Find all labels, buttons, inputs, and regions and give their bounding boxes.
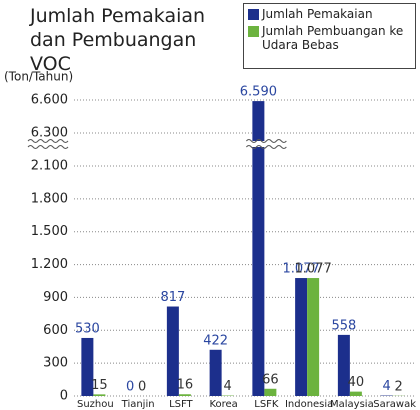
value-label: 817 xyxy=(160,290,185,305)
axis-break-gap xyxy=(246,141,279,147)
legend-label: Jumlah Pembuangan ke Udara Bebas xyxy=(262,24,404,52)
axis-break-gap xyxy=(28,141,66,147)
legend-swatch xyxy=(248,26,259,37)
bar xyxy=(93,394,106,396)
legend-item: Jumlah Pembuangan ke Udara Bebas xyxy=(248,24,411,52)
x-tick-label: LSFT xyxy=(169,399,193,410)
bar xyxy=(81,337,94,396)
x-tick-label: Malaysia xyxy=(330,399,374,410)
bar xyxy=(178,394,191,396)
axis-break xyxy=(245,139,287,143)
bar xyxy=(295,278,308,396)
value-label: 4 xyxy=(382,379,390,394)
legend: Jumlah Pemakaian Jumlah Pembuangan ke Ud… xyxy=(243,3,416,69)
value-label: 0 xyxy=(126,380,134,395)
x-tick-label: LSFK xyxy=(254,399,279,410)
x-tick-label: Suzhou xyxy=(77,399,114,410)
y-tick-label: 6.300 xyxy=(31,126,68,141)
y-axis-label: (Ton/Tahun) xyxy=(4,70,73,84)
value-label: 15 xyxy=(91,378,108,393)
value-label: 6.590 xyxy=(240,85,277,100)
bar xyxy=(349,391,362,396)
value-label: 422 xyxy=(203,333,228,348)
y-tick-label: 0 xyxy=(60,389,68,404)
y-tick-label: 300 xyxy=(43,356,68,371)
axis-break xyxy=(245,145,287,149)
value-label: 558 xyxy=(331,318,356,333)
bar xyxy=(337,334,350,396)
x-tick-label: Sarawak xyxy=(373,399,416,410)
value-label: 40 xyxy=(348,375,365,390)
y-tick-label: 1.500 xyxy=(31,224,68,239)
bar xyxy=(209,349,222,396)
value-label: 0 xyxy=(138,380,146,395)
y-tick-label: 1.200 xyxy=(31,257,68,272)
bar xyxy=(252,101,265,396)
value-label: 530 xyxy=(75,321,100,336)
value-label: 2 xyxy=(394,379,402,394)
legend-label: Jumlah Pemakaian xyxy=(262,7,373,21)
chart-title: Jumlah Pemakaian dan Pembuangan VOC xyxy=(30,5,206,75)
legend-item: Jumlah Pemakaian xyxy=(248,7,411,21)
axis-break xyxy=(27,139,69,143)
y-tick-label: 6.600 xyxy=(31,93,68,108)
value-label: 1.077 xyxy=(283,262,320,277)
x-tick-label: Tianjin xyxy=(121,399,155,410)
legend-swatch xyxy=(248,9,259,20)
bar xyxy=(264,388,277,396)
y-tick-label: 900 xyxy=(43,290,68,305)
x-tick-label: Indonesia xyxy=(285,399,333,410)
value-label: 1.077 xyxy=(295,262,332,277)
x-tick-label: Korea xyxy=(209,399,237,410)
y-tick-label: 600 xyxy=(43,323,68,338)
value-label: 66 xyxy=(262,372,279,387)
y-tick-label: 2.100 xyxy=(31,159,68,174)
bar xyxy=(307,278,320,396)
value-label: 16 xyxy=(177,378,194,393)
y-tick-label: 1.800 xyxy=(31,191,68,206)
bar xyxy=(166,306,179,396)
value-label: 4 xyxy=(223,379,231,394)
axis-break xyxy=(27,145,69,149)
